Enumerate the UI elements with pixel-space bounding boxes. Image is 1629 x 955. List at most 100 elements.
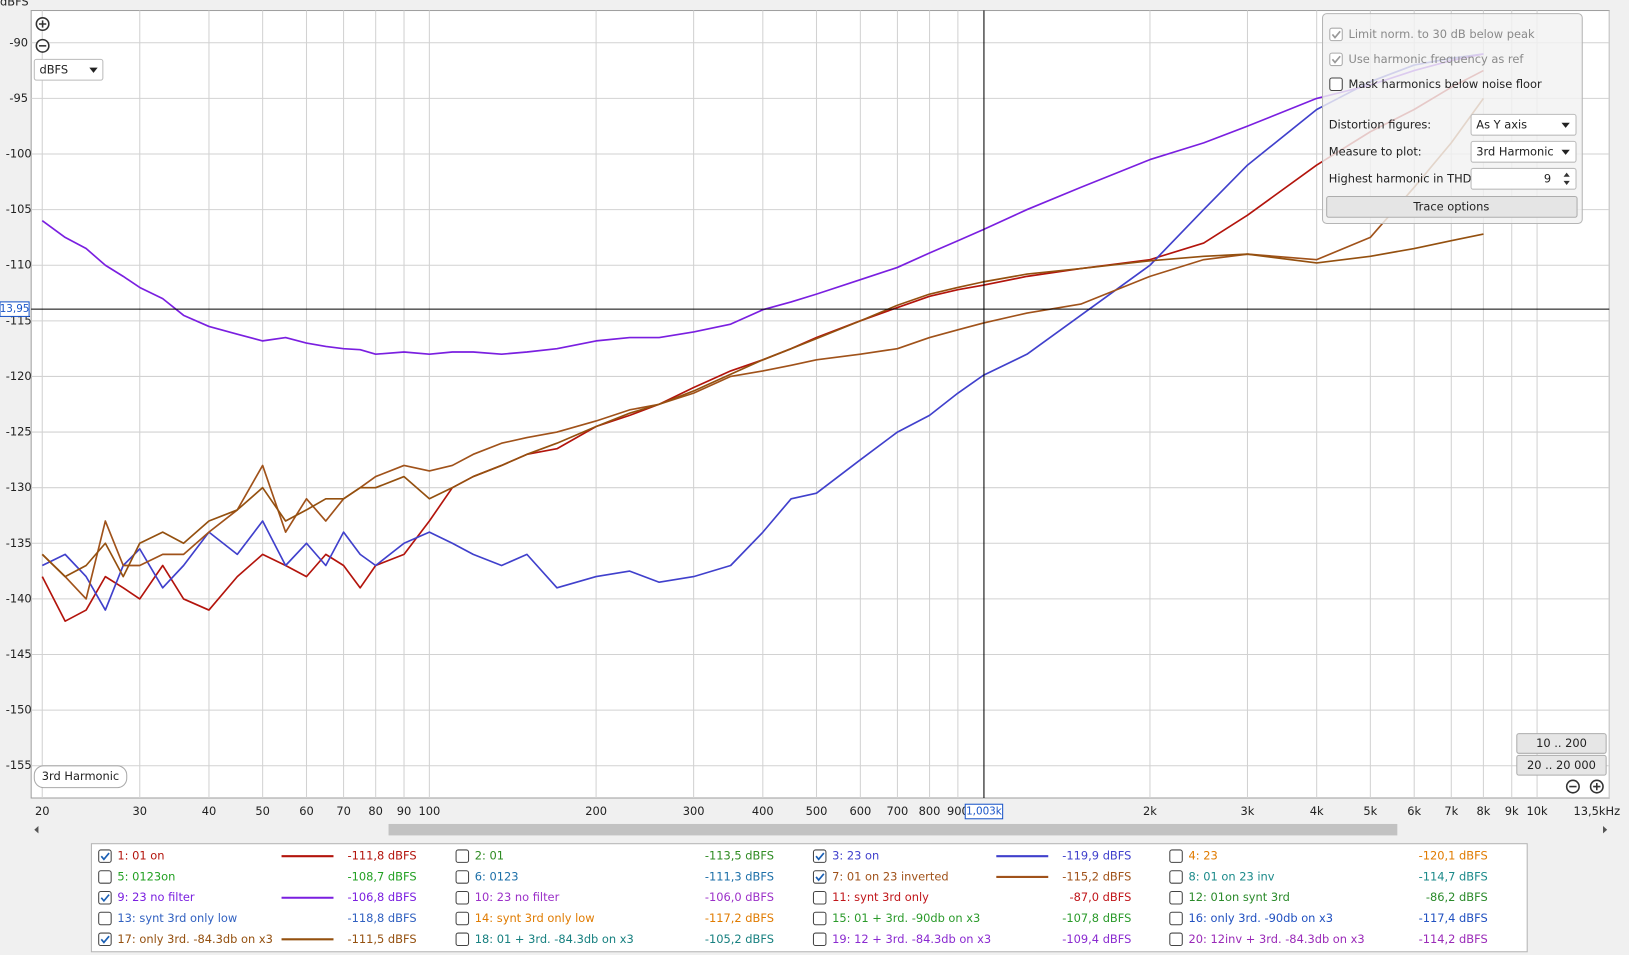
field-value: 3rd Harmonic [1476, 144, 1553, 158]
checkbox-box [455, 911, 470, 926]
field-control[interactable]: 3rd Harmonic [1470, 140, 1577, 163]
checkbox-box [1329, 77, 1343, 92]
x-zoom-in[interactable] [1589, 779, 1604, 794]
checkbox[interactable] [455, 849, 470, 863]
trace-label: 3rd Harmonic [33, 765, 128, 789]
checkbox[interactable] [812, 870, 827, 884]
legend-name: 18: 01 + 3rd. -84.3db on x3 [475, 932, 634, 946]
y-tick-label: -90 [9, 35, 28, 49]
x-tick-label: 9k [1505, 804, 1519, 818]
legend-reading: -86,2 dBFS [1426, 890, 1488, 904]
legend-name: 2: 01 [475, 849, 504, 863]
checkbox[interactable] [98, 932, 112, 947]
legend-reading: -119,9 dBFS [1062, 849, 1131, 863]
checkbox[interactable] [98, 849, 112, 863]
x-tick-label: 900 [947, 804, 969, 818]
range-button[interactable]: 10 .. 200 [1516, 733, 1607, 754]
trace-line [41, 233, 1484, 578]
legend-name: 8: 01 on 23 inv [1189, 869, 1275, 883]
unit-dropdown[interactable]: dBFS [33, 58, 104, 81]
field-value: 9 [1544, 171, 1551, 185]
y-tick-label: -150 [6, 703, 32, 717]
checkbox[interactable] [455, 932, 470, 947]
y-tick-label: -95 [9, 91, 28, 105]
checkbox-check [815, 852, 825, 861]
checkbox[interactable] [455, 870, 470, 884]
x-zoom-out[interactable] [1565, 779, 1580, 794]
x-tick-label: 2k [1143, 804, 1157, 818]
checkbox[interactable] [455, 890, 470, 905]
legend-reading: -115,2 dBFS [1062, 869, 1131, 883]
x-tick-label: 300 [683, 804, 705, 818]
x-tick-label: 13,5kHz [1574, 804, 1621, 818]
x-tick-label: 200 [585, 804, 607, 818]
x-tick-label: 6k [1407, 804, 1421, 818]
h-scrollbar[interactable] [31, 822, 1611, 837]
checkbox[interactable] [812, 849, 827, 863]
range-button[interactable]: 20 .. 20 000 [1516, 754, 1607, 776]
y-tick-label: -155 [6, 758, 32, 772]
checkbox[interactable] [98, 870, 112, 884]
legend-reading: -117,2 dBFS [705, 911, 774, 925]
checkbox[interactable] [1169, 870, 1183, 884]
checkbox-box [1329, 27, 1343, 42]
checkbox-box [98, 849, 112, 863]
legend-name: 13: synt 3rd only low [117, 911, 237, 925]
checkbox[interactable] [98, 911, 112, 926]
legend-name: 17: only 3rd. -84.3db on x3 [117, 932, 272, 946]
legend-name: 15: 01 + 3rd. -90db on x3 [832, 911, 980, 925]
button-box [1326, 195, 1578, 218]
checkbox[interactable] [812, 890, 827, 905]
legend-reading: -111,8 dBFS [348, 849, 417, 863]
checkbox[interactable] [1169, 849, 1183, 863]
checkbox[interactable] [1329, 77, 1343, 92]
legend-name: 7: 01 on 23 inverted [832, 869, 948, 883]
checkbox-box [455, 849, 470, 863]
checkbox-box [1329, 52, 1343, 67]
axes: -90-95-100-105-110-115-120-125-130-135-1… [0, 35, 1621, 820]
field-label: Measure to plot: [1329, 144, 1422, 158]
checkbox-box [455, 890, 470, 905]
legend-reading: -107,8 dBFS [1062, 911, 1131, 925]
trace-line [41, 97, 1485, 600]
checkbox[interactable] [455, 911, 470, 926]
checkbox[interactable] [812, 932, 827, 947]
field-control[interactable]: 9 [1470, 167, 1577, 190]
legend-name: 14: synt 3rd only low [475, 911, 595, 925]
checkbox[interactable] [812, 911, 827, 926]
checkbox-box [1169, 911, 1183, 926]
field-control[interactable]: As Y axis [1470, 113, 1577, 136]
zoom-out[interactable] [35, 38, 50, 53]
checkbox-box [1169, 870, 1183, 884]
checkbox-check [1331, 30, 1341, 39]
field-label: Distortion figures: [1329, 117, 1431, 131]
checkbox-check [815, 873, 825, 882]
legend-name: 10: 23 no filter [475, 890, 560, 904]
field-label: Highest harmonic in THD: [1329, 171, 1476, 185]
checkbox-box [812, 870, 827, 884]
field-box [1470, 113, 1577, 136]
legend-reading: -111,3 dBFS [705, 869, 774, 883]
checkbox-check [1331, 55, 1341, 64]
x-tick-label: 500 [806, 804, 828, 818]
checkbox-box [812, 890, 827, 905]
checkbox[interactable] [1169, 911, 1183, 926]
checkbox[interactable] [1169, 932, 1183, 947]
legend-name: 11: synt 3rd only [832, 890, 929, 904]
option-label: Use harmonic frequency as ref [1348, 52, 1524, 66]
checkbox[interactable] [98, 890, 112, 905]
range-button-text: 10 .. 200 [1536, 736, 1587, 750]
button-text: Trace options [1412, 199, 1489, 213]
x-tick-label: 30 [133, 804, 148, 818]
legend-reading: -118,8 dBFS [348, 911, 417, 925]
checkbox [1329, 52, 1343, 67]
field-value: As Y axis [1476, 117, 1527, 131]
y-axis-unit: dBFS [0, 0, 29, 9]
checkbox-box [812, 932, 827, 947]
trace-options-button[interactable]: Trace options [1326, 195, 1578, 218]
legend-reading: -111,5 dBFS [348, 932, 417, 946]
checkbox[interactable] [1169, 890, 1183, 905]
zoom-in[interactable] [35, 17, 50, 32]
legend-name: 12: 01on synt 3rd [1189, 890, 1290, 904]
legend-name: 19: 12 + 3rd. -84.3db on x3 [832, 932, 991, 946]
